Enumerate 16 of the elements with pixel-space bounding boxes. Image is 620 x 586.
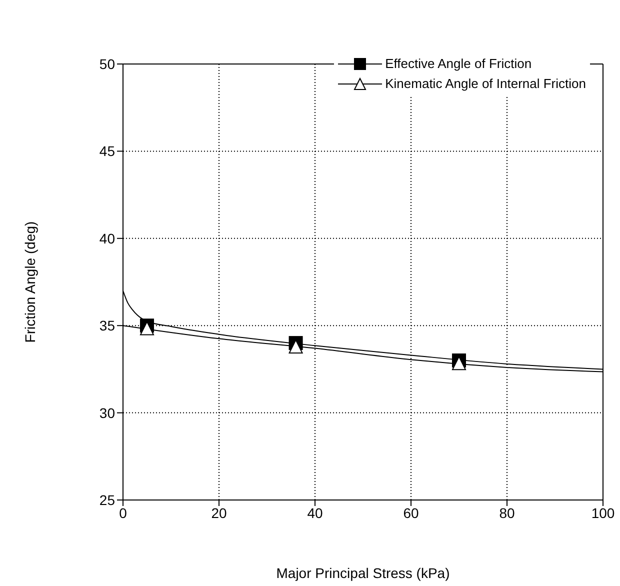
legend-label: Effective Angle of Friction xyxy=(385,55,532,73)
x-axis-title: Major Principal Stress (kPa) xyxy=(276,565,450,581)
x-tick-label: 20 xyxy=(211,504,227,521)
x-tick-label: 40 xyxy=(307,504,323,521)
y-tick-label: 25 xyxy=(99,492,116,508)
x-tick-label: 60 xyxy=(403,504,419,521)
y-axis-title: Friction Angle (deg) xyxy=(22,221,38,343)
x-tick-label: 0 xyxy=(119,504,128,521)
y-tick-label: 30 xyxy=(99,404,116,421)
y-tick-label: 50 xyxy=(99,56,116,72)
y-tick-label: 40 xyxy=(99,230,116,246)
x-tick-label: 80 xyxy=(499,504,515,521)
x-tick-label: 100 xyxy=(591,504,615,521)
y-tick-label: 35 xyxy=(99,318,116,334)
y-tick-label: 45 xyxy=(99,143,116,160)
legend-label: Kinematic Angle of Internal Friction xyxy=(385,75,586,93)
